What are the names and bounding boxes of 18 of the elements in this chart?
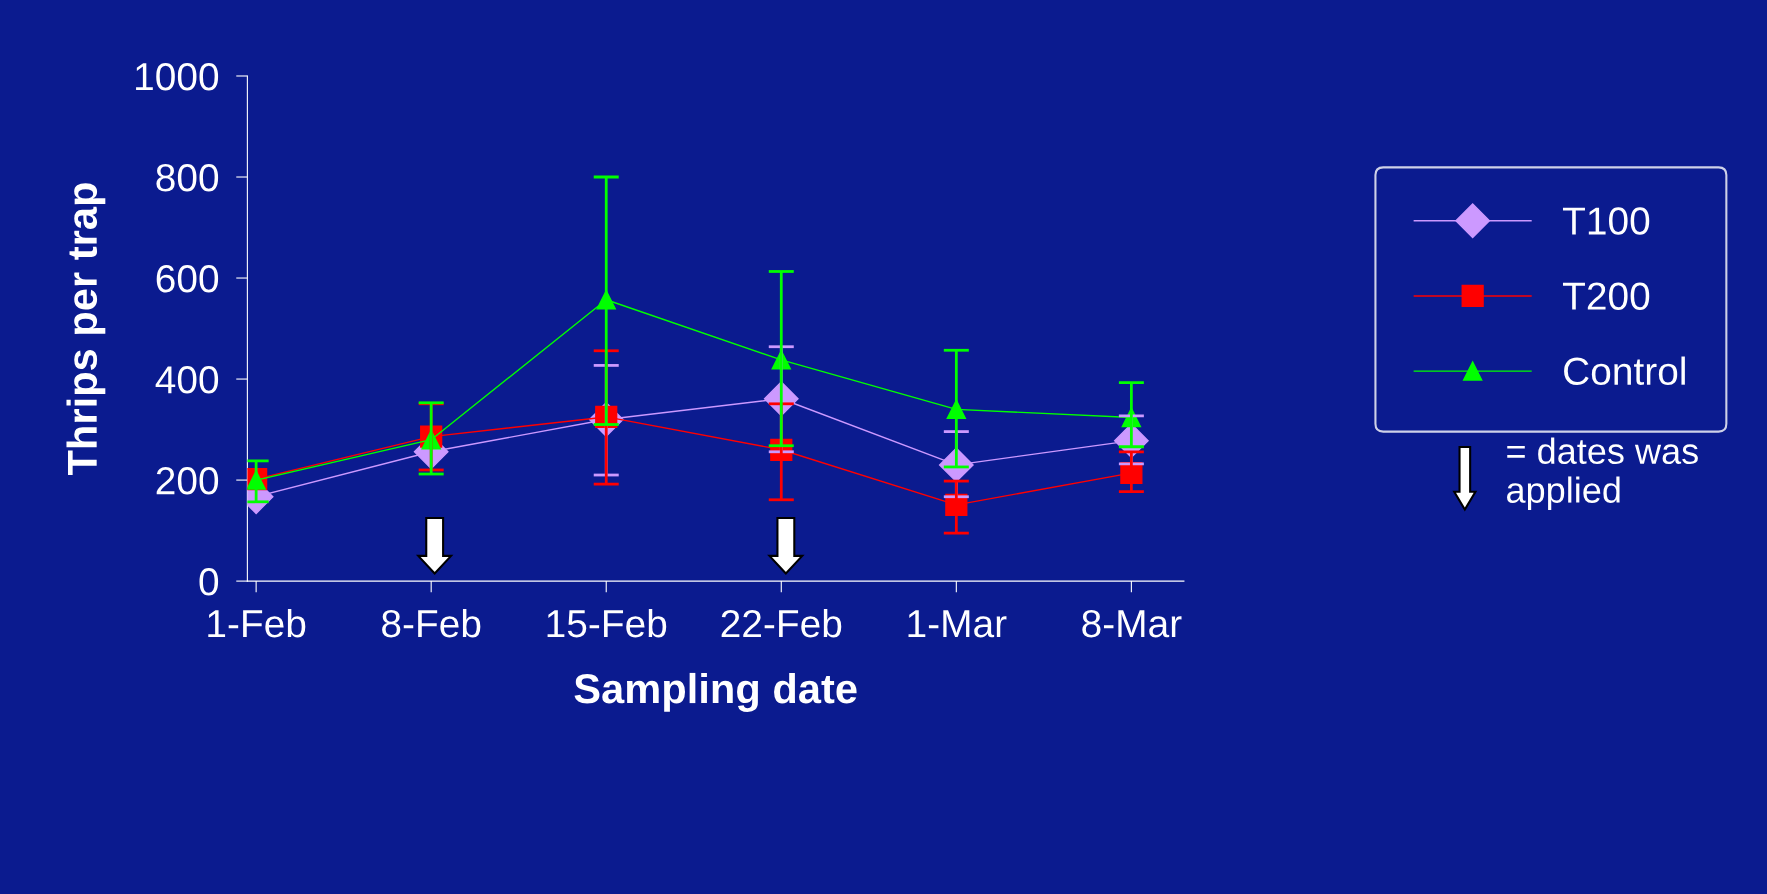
legend-label: Control	[1564, 356, 1685, 386]
y-tick-label: 800	[156, 163, 219, 192]
x-tick-label: 8-Feb	[382, 608, 481, 638]
text: = dates was applied	[1507, 437, 1698, 511]
y-tick-label: 0	[199, 568, 219, 596]
legend-label: T200	[1562, 282, 1650, 310]
x-axis-title: Sampling date	[574, 672, 857, 712]
x-tick-label: 1-Mar	[908, 610, 1007, 638]
y-axis-title: Thrips per trap	[66, 183, 106, 476]
legend-label: T100	[1562, 207, 1650, 235]
y-tick-label: 200	[156, 467, 219, 495]
x-tick-label: 8-Mar	[1082, 609, 1182, 638]
x-tick-label: 1-Feb	[208, 608, 306, 638]
x-tick-label: 22-Feb	[721, 608, 842, 638]
y-tick-label: 400	[155, 365, 219, 394]
x-tick-label: 15-Feb	[547, 608, 667, 638]
y-tick-label: 600	[156, 264, 219, 293]
y-tick-label: 1000	[136, 62, 219, 91]
